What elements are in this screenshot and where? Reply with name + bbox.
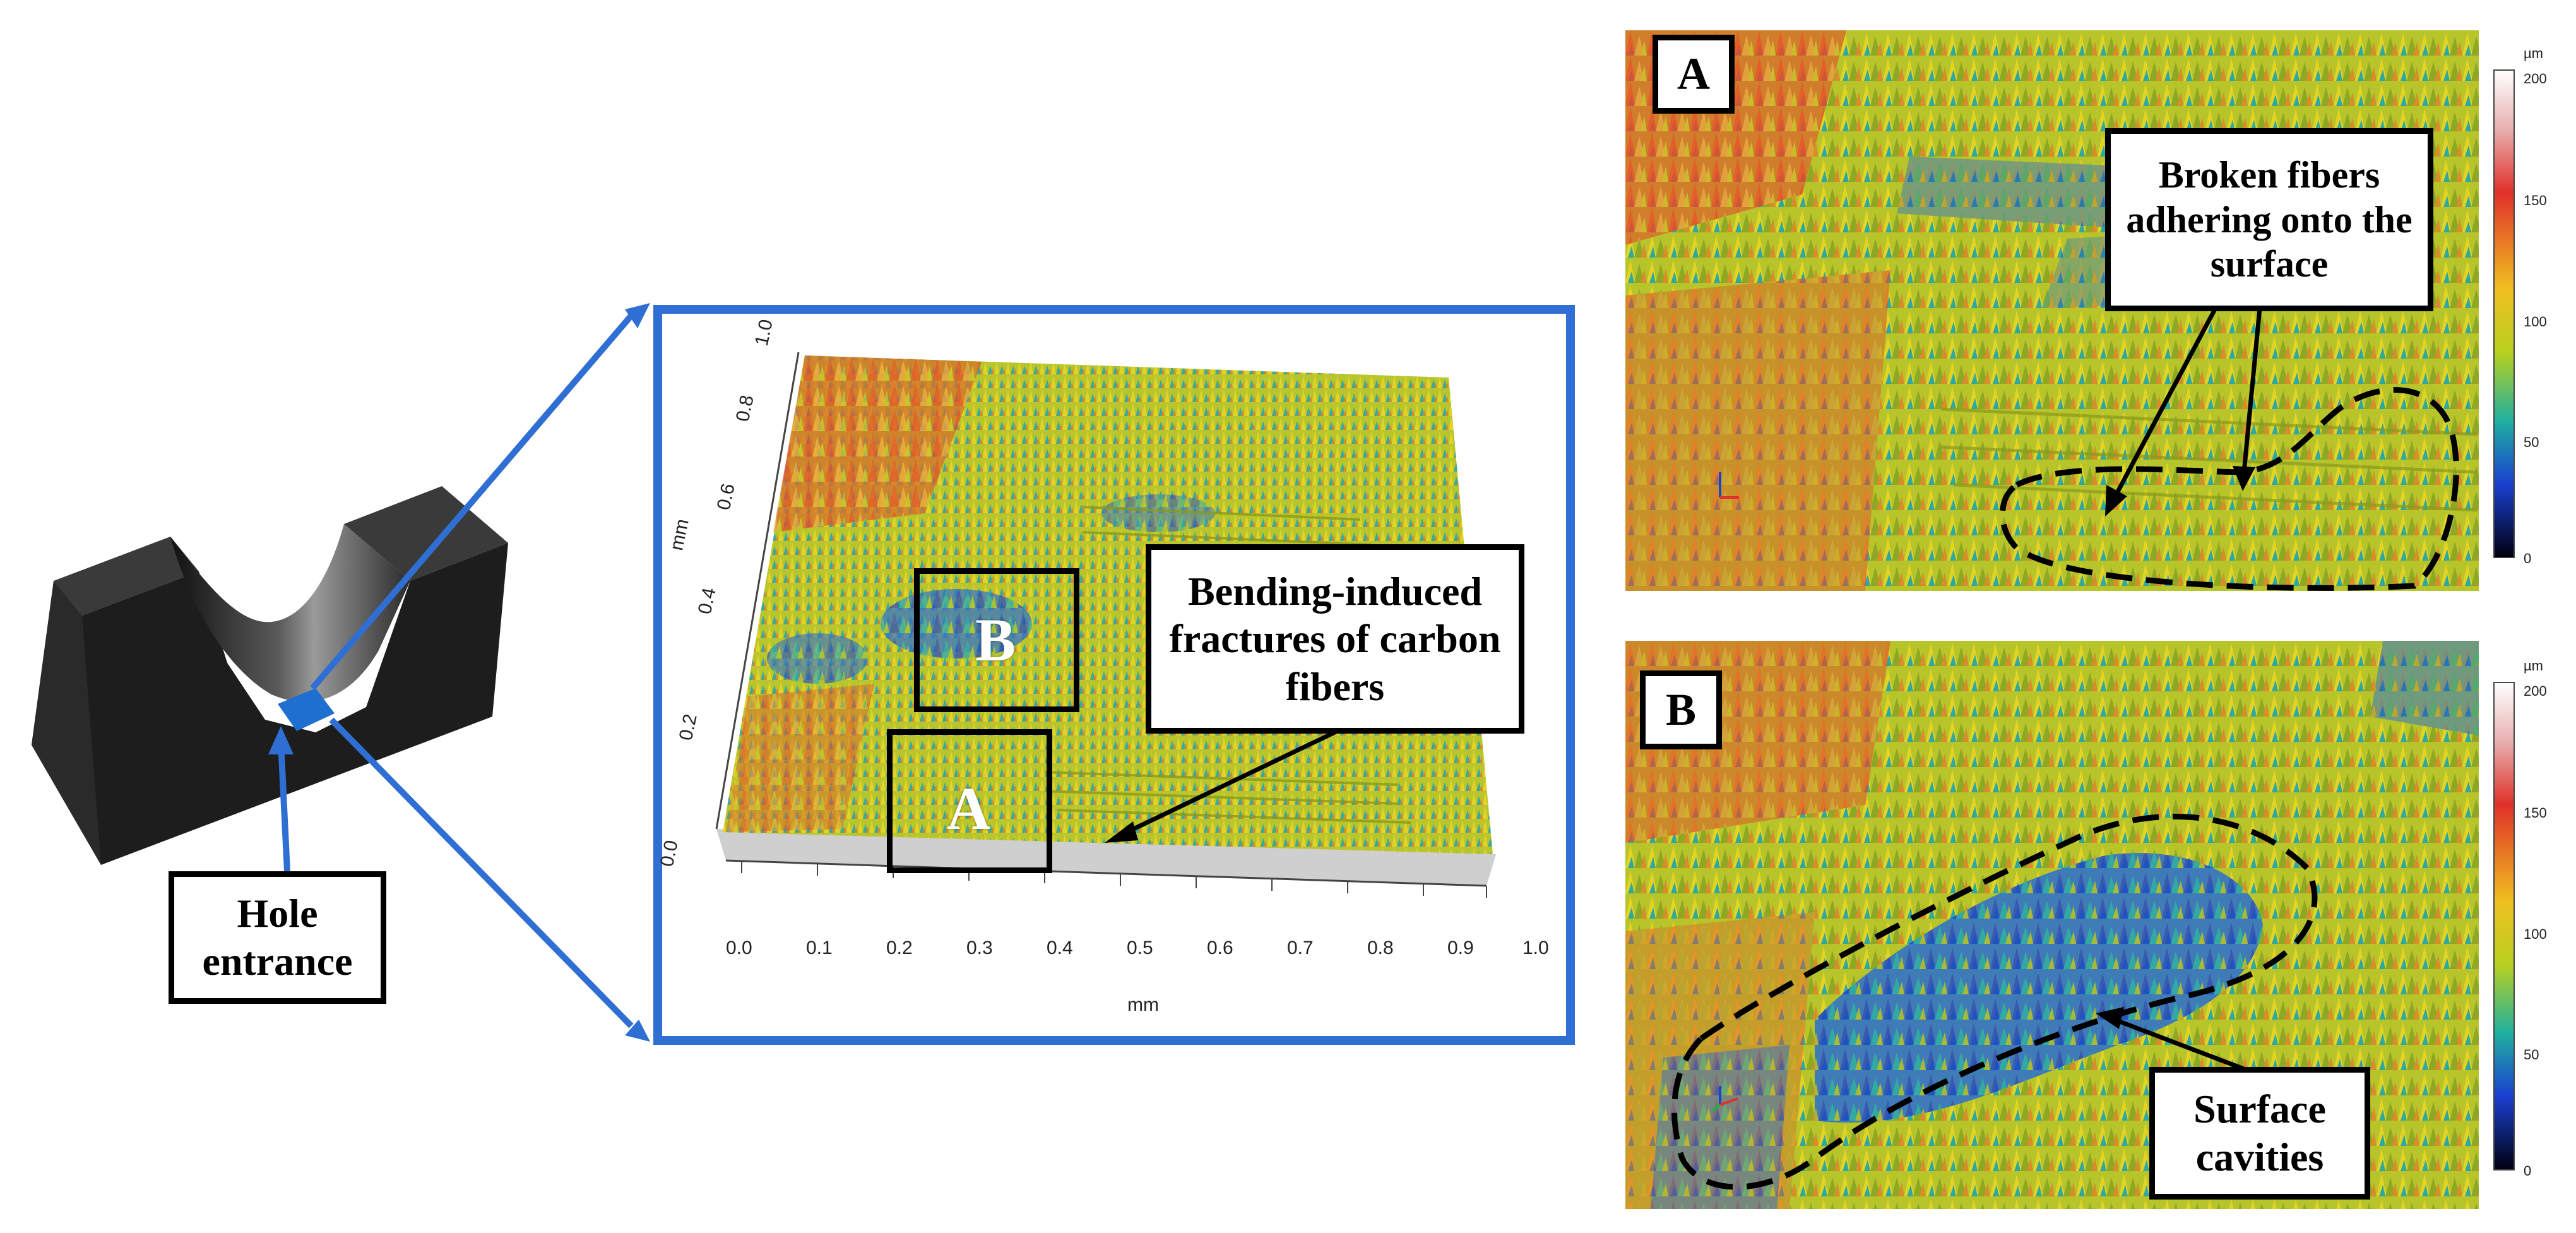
colorbar-a [2493, 69, 2515, 558]
surface-cavities-callout: Surface cavities [2149, 1067, 2370, 1200]
colorbar-a-tick: 150 [2524, 193, 2547, 208]
x-tick-label: 0.2 [886, 938, 913, 958]
x-tick-label: 0.9 [1447, 938, 1474, 958]
hole-entrance-patch [278, 688, 335, 731]
colorbar-b [2493, 682, 2515, 1170]
x-tick-label: 0.4 [1047, 938, 1073, 958]
region-a-label: A [947, 775, 991, 842]
colorbar-b-tick: 50 [2524, 1047, 2539, 1063]
fracture-callout: Bending-induced fractures of carbon fibe… [1146, 544, 1524, 734]
x-tick-label: 0.6 [1207, 938, 1233, 958]
panel-a-letter: A [1653, 35, 1735, 114]
x-tick-label: 0.7 [1287, 938, 1314, 958]
x-tick-label: 1.0 [1522, 938, 1549, 958]
colorbar-b-tick: 0 [2524, 1163, 2532, 1179]
region-b-label: B [975, 606, 1016, 674]
x-tick-label: 0.0 [726, 938, 752, 958]
panel-b-letter: B [1640, 670, 1722, 749]
part-model [32, 303, 650, 1042]
colorbar-a-unit: µm [2524, 45, 2544, 61]
colorbar-b-unit: µm [2524, 658, 2544, 674]
colorbar-b-tick: 100 [2524, 926, 2547, 942]
hole-entrance-callout: Hole entrance [169, 871, 386, 1004]
x-axis-label: mm [1127, 994, 1159, 1015]
colorbar-b-tick: 200 [2524, 683, 2547, 699]
region-a-box [887, 729, 1052, 873]
x-tick-label: 0.8 [1367, 938, 1394, 958]
colorbar-a-tick: 0 [2524, 551, 2532, 566]
x-tick-label: 0.3 [966, 938, 993, 958]
x-tick-label: 0.5 [1127, 938, 1153, 958]
colorbar-a-tick: 100 [2524, 314, 2547, 330]
region-b-box [914, 568, 1079, 712]
colorbar-a-tick: 50 [2524, 434, 2539, 450]
x-tick-label: 0.1 [806, 938, 833, 958]
colorbar-a-tick: 200 [2524, 71, 2547, 86]
colorbar-b-tick: 150 [2524, 805, 2547, 821]
broken-fibers-callout: Broken fibers adhering onto the surface [2105, 128, 2433, 311]
